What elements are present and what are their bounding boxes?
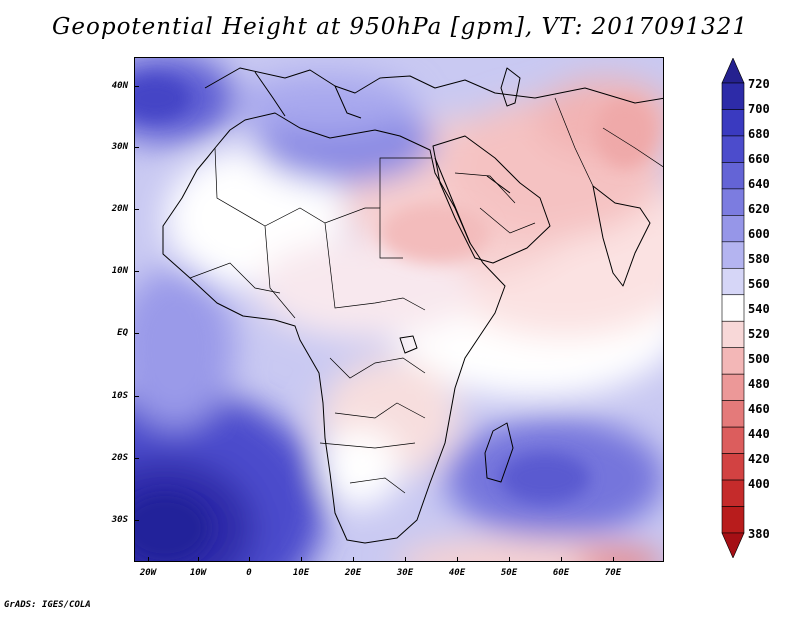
colorbar-segment: [721, 347, 745, 375]
colorbar-label: 400: [748, 477, 770, 491]
colorbar-segment: [721, 506, 745, 534]
colorbar-label: 440: [748, 427, 770, 441]
colorbar-segment: [721, 453, 745, 481]
lon-label-50e: 50E: [500, 568, 518, 578]
lat-label-10s: 10S: [111, 391, 128, 401]
colorbar-segment: [721, 241, 745, 269]
colorbar-segment: [721, 479, 745, 507]
colorbar-segment: [721, 162, 745, 190]
lon-tick: [457, 557, 458, 562]
colorbar-segment: [721, 215, 745, 243]
lon-tick: [148, 557, 149, 562]
lon-label-40e: 40E: [448, 568, 466, 578]
lon-tick: [353, 557, 354, 562]
field-details: [135, 76, 655, 561]
colorbar-segment: [721, 373, 745, 401]
geopotential-map: [135, 58, 663, 561]
colorbar-segment: [721, 109, 745, 137]
colorbar-label: 720: [748, 77, 770, 91]
colorbar-label: 420: [748, 452, 770, 466]
colorbar-segment: [721, 188, 745, 216]
colorbar-segment: [721, 294, 745, 322]
lon-label-20w: 20W: [139, 568, 157, 578]
country-borders: [189, 97, 663, 494]
colorbar-top-arrow: [721, 58, 745, 84]
lon-label-70e: 70E: [604, 568, 622, 578]
lat-label-eq: EQ: [117, 328, 128, 338]
lat-label-30s: 30S: [111, 515, 128, 525]
lon-tick: [301, 557, 302, 562]
colorbar-label: 580: [748, 252, 770, 266]
lat-label-30n: 30N: [111, 142, 128, 152]
coastlines: [162, 67, 663, 544]
lat-label-20n: 20N: [111, 204, 128, 214]
colorbar-label: 480: [748, 377, 770, 391]
colorbar-label: 520: [748, 327, 770, 341]
lat-tick: [134, 86, 139, 87]
colorbar: [721, 58, 745, 558]
lat-label-40n: 40N: [111, 81, 128, 91]
lon-label-20e: 20E: [344, 568, 362, 578]
lon-label-60e: 60E: [552, 568, 570, 578]
lat-tick: [134, 396, 139, 397]
colorbar-label: 540: [748, 302, 770, 316]
colorbar-segment: [721, 400, 745, 428]
lat-tick: [134, 209, 139, 210]
colorbar-segment: [721, 135, 745, 163]
lon-label-10e: 10E: [292, 568, 310, 578]
lon-tick: [561, 557, 562, 562]
colorbar-label: 560: [748, 277, 770, 291]
colorbar-label: 460: [748, 402, 770, 416]
colorbar-label: 640: [748, 177, 770, 191]
lon-tick: [509, 557, 510, 562]
colorbar-bottom-arrow: [721, 532, 745, 558]
colorbar-label: 660: [748, 152, 770, 166]
lat-tick: [134, 458, 139, 459]
lat-tick: [134, 271, 139, 272]
lon-label-10w: 10W: [189, 568, 207, 578]
colorbar-label: 380: [748, 527, 770, 541]
colorbar-segment: [721, 426, 745, 454]
colorbar-label: 600: [748, 227, 770, 241]
lat-tick: [134, 520, 139, 521]
colorbar-segment: [721, 267, 745, 296]
colorbar-label: 620: [748, 202, 770, 216]
lon-tick: [249, 557, 250, 562]
colorbar-label: 680: [748, 127, 770, 141]
lat-tick: [134, 333, 139, 334]
colorbar-label: 500: [748, 352, 770, 366]
lon-tick: [613, 557, 614, 562]
map-title: Geopotential Height at 950hPa [gpm], VT:…: [52, 14, 748, 40]
colorbar-label: 700: [748, 102, 770, 116]
lon-label-30e: 30E: [396, 568, 414, 578]
lat-label-10n: 10N: [111, 266, 128, 276]
lon-tick: [198, 557, 199, 562]
lon-label-0: 0: [246, 568, 252, 578]
lat-tick: [134, 147, 139, 148]
colorbar-segment: [721, 82, 745, 110]
map-panel: [134, 57, 664, 562]
grads-credit: GrADS: IGES/COLA: [4, 600, 91, 610]
lon-tick: [405, 557, 406, 562]
lat-label-20s: 20S: [111, 453, 128, 463]
colorbar-segment: [721, 320, 745, 349]
